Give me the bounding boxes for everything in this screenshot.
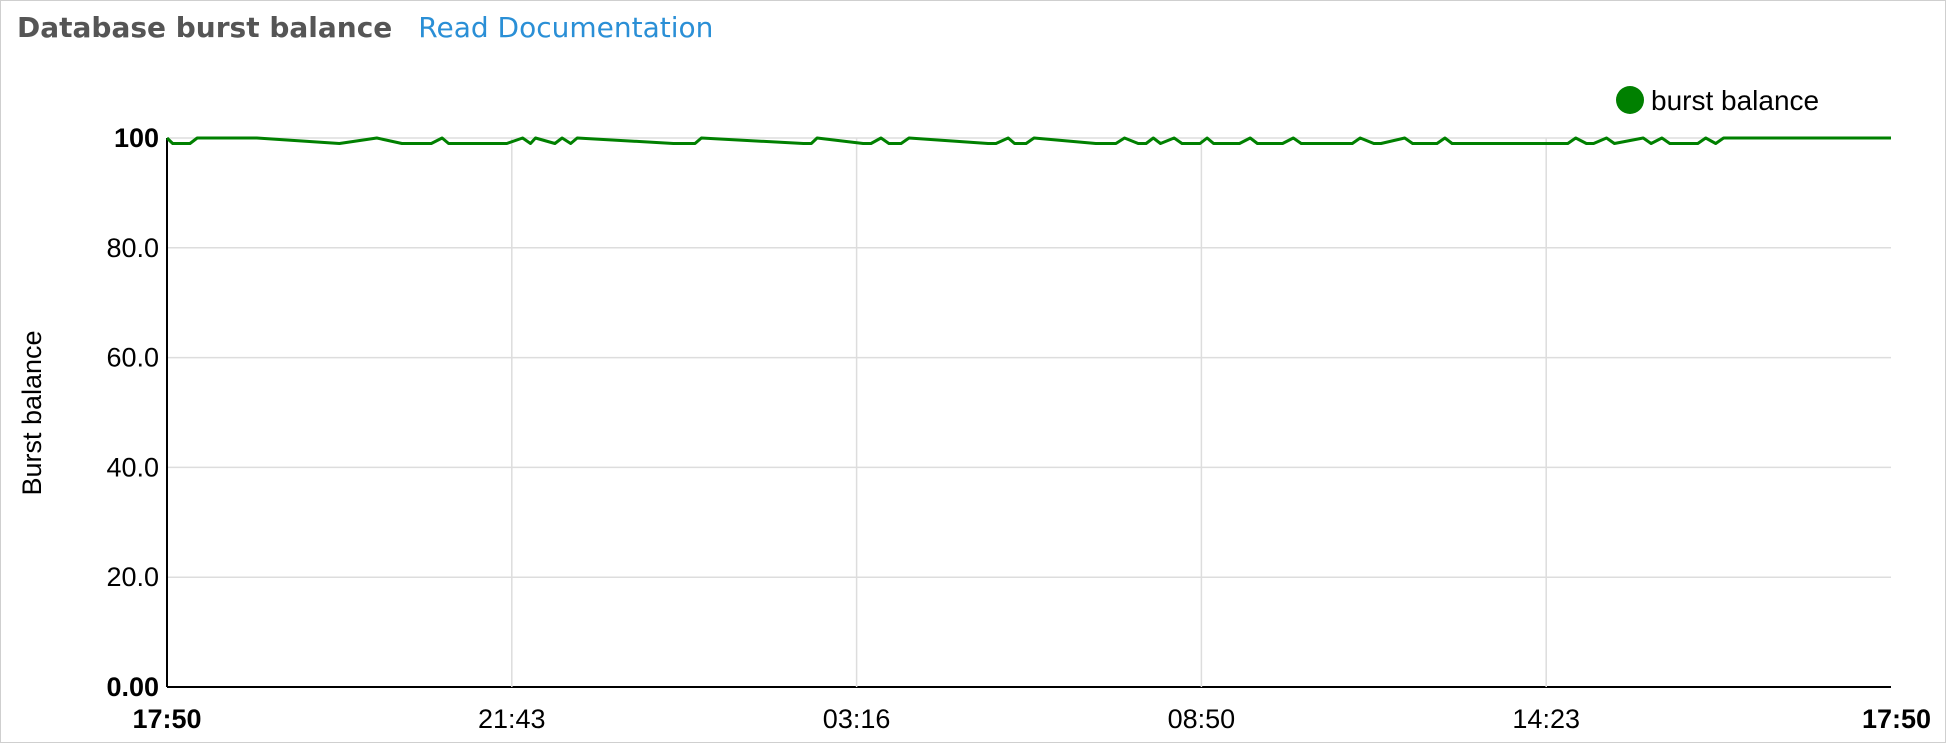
x-tick-label: 14:23 — [1512, 704, 1580, 734]
x-tick-labels: 17:50 21:43 03:16 08:50 14:23 17:50 — [132, 704, 1931, 734]
chart-title: Database burst balance — [17, 11, 393, 44]
y-tick-label: 100 — [114, 123, 159, 153]
x-tick-label: 03:16 — [823, 704, 891, 734]
y-axis-title: Burst balance — [17, 330, 47, 495]
y-tick-label: 60.0 — [106, 343, 159, 373]
y-tick-label: 20.0 — [106, 562, 159, 592]
x-tick-label: 08:50 — [1168, 704, 1236, 734]
legend-label-burst-balance: burst balance — [1651, 85, 1819, 116]
legend-swatch-burst-balance — [1616, 86, 1644, 114]
series-line-burst-balance — [165, 136, 1891, 145]
grid-lines — [167, 137, 1891, 688]
series-lines — [165, 136, 1891, 145]
legend[interactable]: burst balance — [1616, 85, 1819, 116]
y-tick-label: 40.0 — [106, 452, 159, 482]
x-tick-label: 17:50 — [1862, 704, 1931, 734]
y-tick-label: 0.00 — [106, 672, 159, 702]
y-tick-label: 80.0 — [106, 233, 159, 263]
x-tick-label: 21:43 — [478, 704, 546, 734]
panel-header: Database burst balance Read Documentatio… — [17, 11, 713, 44]
y-tick-labels: 0.00 20.0 40.0 60.0 80.0 100 — [106, 123, 159, 702]
x-tick-label: 17:50 — [132, 704, 201, 734]
read-documentation-link[interactable]: Read Documentation — [418, 11, 714, 44]
